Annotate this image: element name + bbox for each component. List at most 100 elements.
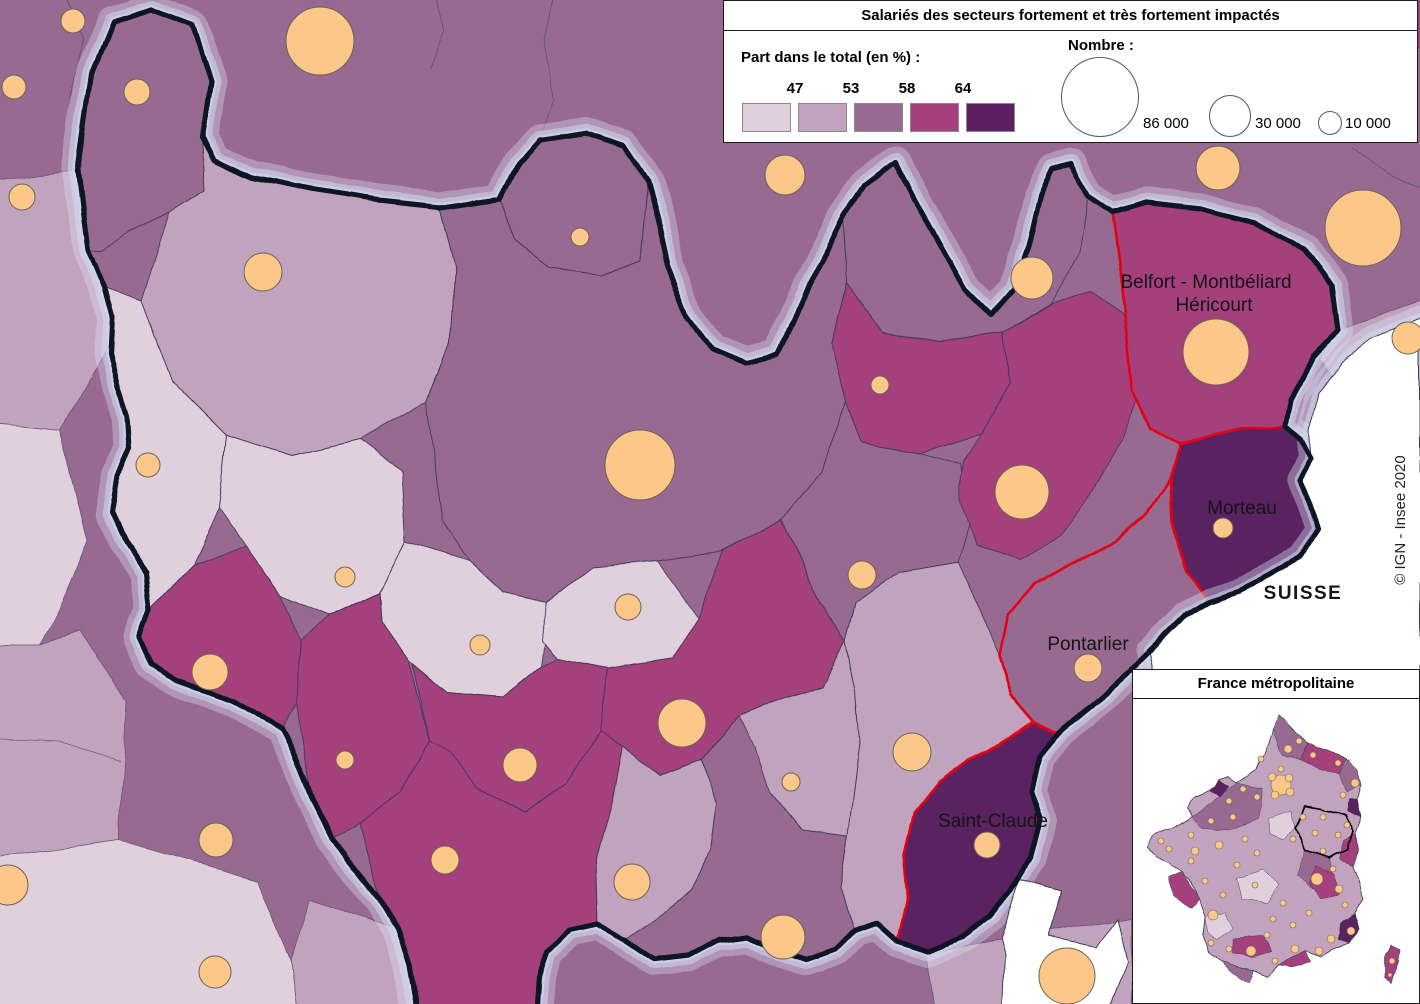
employment-circle	[502, 747, 538, 783]
legend-swatch-5	[966, 103, 1015, 132]
map-label-belfort-line1: Belfort - Montbéliard	[1120, 272, 1291, 293]
inset-employment-dot	[1245, 945, 1257, 957]
employment-circle	[1038, 947, 1096, 1004]
inset-employment-dot	[1290, 944, 1300, 954]
legend-number-label: Nombre :	[1068, 37, 1134, 54]
inset-employment-dot	[1190, 846, 1200, 856]
legend-title: Salariés des secteurs fortement et très …	[724, 1, 1417, 31]
employment-circle	[8, 183, 36, 211]
inset-employment-dot	[1239, 785, 1247, 793]
employment-circle	[1212, 517, 1234, 539]
employment-circle	[613, 863, 651, 901]
legend-circle-label-86000: 86 000	[1143, 115, 1189, 132]
inset-employment-dot	[1319, 847, 1327, 855]
inset-employment-dot	[1253, 793, 1261, 801]
employment-circle	[1391, 321, 1420, 355]
inset-employment-dot	[1214, 840, 1224, 850]
legend-share-label: Part dans le total (en %) :	[741, 49, 921, 66]
region-border	[75, 7, 1341, 1004]
legend-circle-30000	[1209, 95, 1251, 137]
inset-employment-dot	[1225, 797, 1233, 805]
inset-employment-dot	[1201, 877, 1209, 885]
employment-circle	[335, 750, 355, 770]
legend-swatch-4	[910, 103, 959, 132]
inset-box: France métropolitaine	[1132, 669, 1420, 1004]
legend-circle-label-10000: 10 000	[1345, 115, 1391, 132]
inset-employment-dot	[1270, 790, 1280, 800]
inset-employment-dot	[1343, 821, 1351, 829]
employment-circle	[1010, 256, 1054, 300]
map-label-belfort-line2: Héricourt	[1175, 295, 1253, 316]
employment-circle	[614, 593, 642, 621]
employment-circle	[760, 914, 806, 960]
inset-zone	[1268, 810, 1296, 840]
employment-circle	[870, 375, 890, 395]
employment-circle	[0, 864, 29, 906]
inset-employment-dot	[1187, 831, 1195, 839]
employment-circle	[657, 698, 707, 748]
inset-employment-dot	[1225, 945, 1233, 953]
employment-circle	[570, 227, 590, 247]
inset-zone	[1338, 832, 1360, 868]
inset-employment-dot	[1350, 778, 1360, 788]
employment-circle	[1182, 318, 1250, 386]
inset-employment-dot	[1165, 845, 1173, 853]
inset-employment-dot	[1310, 872, 1324, 886]
inset-employment-dot	[1326, 934, 1336, 944]
inset-employment-dot	[1207, 817, 1215, 825]
employment-circle	[973, 831, 1001, 859]
map-label-saint-claude: Saint-Claude	[938, 811, 1048, 832]
employment-circle	[135, 452, 161, 478]
employment-circle	[60, 8, 86, 34]
inset-employment-dot	[1233, 861, 1241, 869]
inset-employment-dot	[1319, 813, 1327, 821]
employment-circle	[285, 6, 355, 76]
legend-color-scale: 47 53 58 64	[742, 80, 1019, 133]
inset-employment-dot	[1346, 926, 1356, 936]
inset-employment-dot	[1285, 787, 1295, 797]
inset-employment-dot	[1305, 909, 1313, 917]
inset-employment-dot	[1339, 791, 1347, 799]
inset-employment-dot	[1257, 755, 1265, 763]
inset-employment-dot	[1207, 909, 1219, 921]
inset-employment-dot	[1279, 899, 1287, 907]
lake-geneva-area	[999, 879, 1129, 1004]
inset-employment-dot	[1334, 759, 1342, 767]
employment-circle	[198, 822, 234, 858]
legend-swatch-1	[742, 103, 791, 132]
inset-employment-dot	[1289, 835, 1297, 843]
inset-employment-dot	[1269, 915, 1277, 923]
legend-circle-10000	[1318, 111, 1342, 135]
legend-break-58: 58	[898, 80, 916, 97]
employment-circle	[764, 154, 806, 196]
legend-break-53: 53	[842, 80, 860, 97]
inset-zone	[1300, 742, 1348, 774]
inset-employment-dot	[1207, 939, 1215, 947]
inset-zone	[1232, 934, 1274, 958]
background-boundary	[539, 0, 556, 131]
employment-circle	[994, 464, 1050, 520]
inset-employment-dot	[1334, 831, 1342, 839]
background-boundary	[0, 738, 121, 761]
legend-circle-label-30000: 30 000	[1255, 115, 1301, 132]
inset-zone	[1346, 798, 1362, 818]
inset-employment-dot	[1284, 773, 1294, 783]
inset-choropleth	[1133, 699, 1418, 1003]
inset-zone	[1168, 870, 1200, 910]
employment-circle	[1324, 189, 1402, 267]
legend-circle-86000	[1061, 57, 1139, 137]
employment-circle	[243, 252, 283, 292]
inset-employment-dot	[1251, 881, 1259, 889]
legend-swatch-3	[854, 103, 903, 132]
employment-circle	[1195, 145, 1241, 191]
inset-employment-dot	[1334, 884, 1344, 894]
inset-employment-dot	[1314, 946, 1324, 956]
inset-employment-dot	[1341, 901, 1349, 909]
employment-circle	[604, 429, 676, 501]
employment-circle	[847, 560, 877, 590]
inset-employment-dot	[1283, 744, 1293, 754]
inset-employment-dot	[1271, 957, 1279, 965]
inset-france-map	[1133, 699, 1418, 1003]
background-zone	[0, 423, 89, 646]
